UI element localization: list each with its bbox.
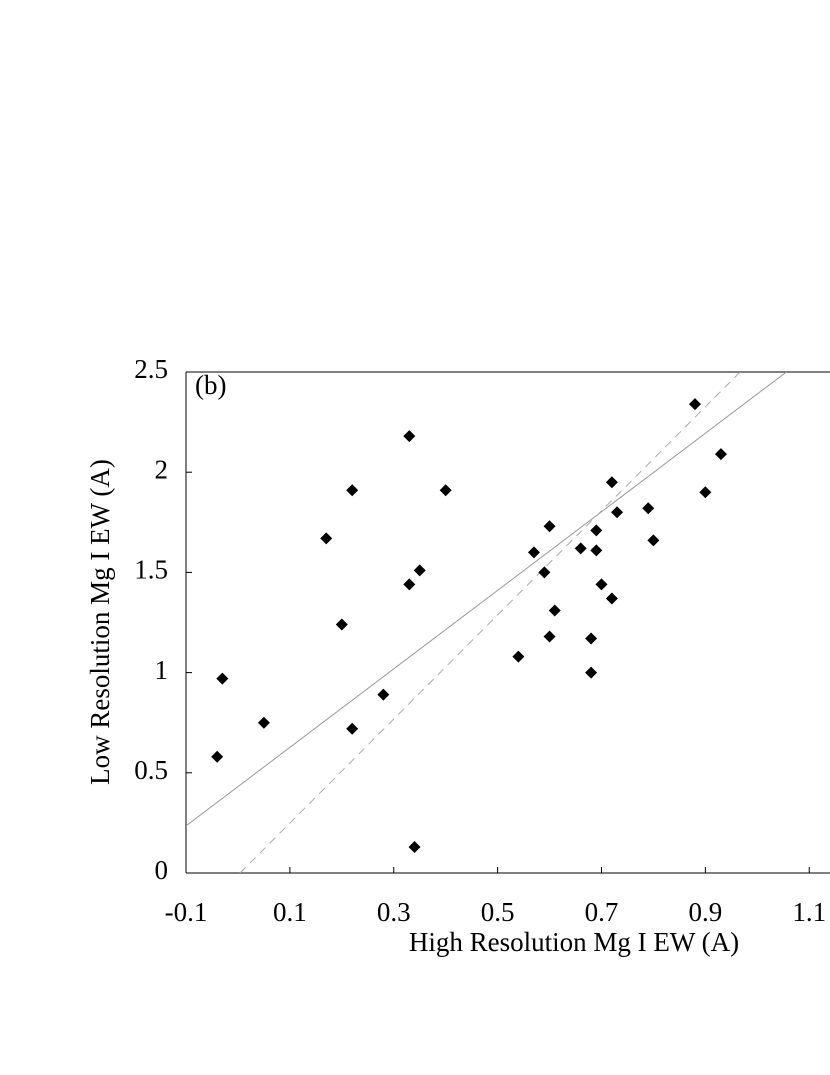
data-point	[377, 688, 390, 701]
x-tick-label: 0.9	[688, 897, 722, 927]
reference-line	[239, 372, 741, 873]
y-tick-label: 0.5	[134, 755, 168, 785]
data-point	[543, 630, 556, 643]
data-point	[642, 502, 655, 515]
x-tick-label: 0.3	[377, 897, 411, 927]
data-point	[439, 484, 452, 497]
data-point	[574, 542, 587, 555]
data-point	[590, 544, 603, 557]
data-point	[548, 604, 561, 617]
y-tick-label: 1	[155, 655, 169, 685]
reference-line	[186, 372, 787, 827]
data-point	[408, 840, 421, 853]
data-point	[605, 476, 618, 489]
data-point	[403, 430, 416, 443]
data-point	[346, 484, 359, 497]
data-point	[320, 532, 333, 545]
y-tick-label: 0	[155, 855, 169, 885]
x-axis-label: High Resolution Mg I EW (A)	[409, 927, 739, 957]
data-point	[257, 716, 270, 729]
data-point	[211, 750, 224, 763]
data-point	[346, 722, 359, 735]
y-tick-label: 2.5	[134, 354, 168, 384]
data-point	[512, 650, 525, 663]
data-point	[714, 448, 727, 461]
data-point	[699, 486, 712, 499]
x-tick-label: 0.7	[585, 897, 619, 927]
data-point	[585, 666, 598, 679]
data-point	[647, 534, 660, 547]
reference-lines	[186, 372, 787, 873]
panel-label: (b)	[195, 370, 226, 400]
data-point	[595, 578, 608, 591]
x-tick-label: 0.1	[273, 897, 307, 927]
y-axis-label: Low Resolution Mg I EW (A)	[85, 459, 115, 785]
data-point	[605, 592, 618, 605]
data-point	[413, 564, 426, 577]
x-tick-label: 0.5	[481, 897, 515, 927]
x-tick-label: 1.1	[792, 897, 826, 927]
data-point	[543, 520, 556, 533]
data-point	[585, 632, 598, 645]
y-tick-label: 1.5	[134, 555, 168, 585]
data-point	[216, 672, 229, 685]
data-point	[527, 546, 540, 559]
x-tick-label: -0.1	[165, 897, 208, 927]
data-point	[590, 524, 603, 537]
data-point	[538, 566, 551, 579]
data-point	[611, 506, 624, 519]
data-point	[335, 618, 348, 631]
y-tick-label: 2	[155, 454, 169, 484]
data-point	[403, 578, 416, 591]
data-point	[688, 398, 701, 411]
